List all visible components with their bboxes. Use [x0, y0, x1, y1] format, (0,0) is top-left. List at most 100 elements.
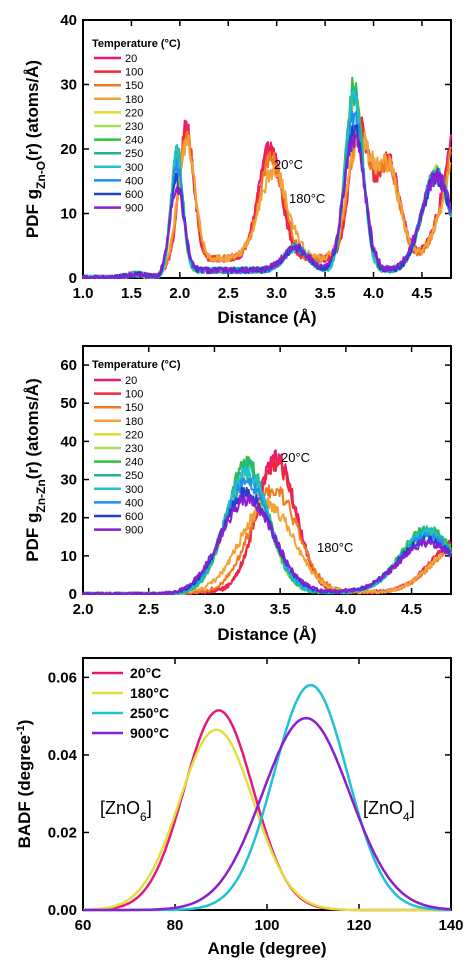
x-tick-label: 120: [346, 917, 371, 934]
series-line-900: [82, 133, 452, 279]
annotation-zno4-main: [ZnO: [363, 798, 403, 818]
y-tick-label: 20: [60, 141, 77, 158]
y-axis-title-tail: (r) (atoms/Å): [23, 60, 42, 161]
legend-label-300: 300: [125, 484, 143, 496]
legend-label-900: 900: [125, 525, 143, 537]
legend-label-220: 220: [125, 107, 143, 119]
annotation-zno6-subscript: 6: [140, 810, 147, 824]
legend-label-240: 240: [125, 135, 143, 147]
legend-label-600: 600: [125, 511, 143, 523]
series-line-180-c: [83, 728, 451, 912]
x-tick-label: 3.5: [270, 601, 291, 618]
legend-label-230: 230: [125, 121, 143, 133]
legend-title: Temperature (°C): [92, 38, 181, 50]
x-tick-label: 140: [438, 917, 463, 934]
y-tick-label: 10: [60, 548, 77, 565]
y-tick-label: 30: [60, 472, 77, 489]
x-tick-label: 4.0: [363, 285, 384, 302]
legend-label-100: 100: [125, 389, 143, 401]
annotation-180c: 180°C: [289, 191, 325, 206]
legend-label-180: 180: [125, 416, 143, 428]
legend-label-400: 400: [125, 497, 143, 509]
panel-badf: 60 80 100 120 140 0.00 0.02 0.04 0.06 Angle (de…: [15, 657, 464, 958]
pdf-series-lines: [82, 449, 452, 595]
legend-label-20: 20: [125, 375, 137, 387]
x-tick-labels: 2.0 2.5 3.0 3.5 4.0 4.5: [73, 601, 422, 618]
legend-label-20-c: 20°C: [130, 665, 161, 681]
plot-frame: [82, 345, 452, 595]
panel-zn-o-pdf: 1.0 1.5 2.0 2.5 3.0 3.5 4.0 4.5 0 10 20 30 40 Dista…: [23, 12, 452, 327]
y-tick-label: 0.06: [48, 669, 77, 686]
x-tick-label: 2.5: [138, 601, 159, 618]
x-tick-label: 3.0: [266, 285, 287, 302]
y-tick-label: 60: [60, 357, 77, 374]
annotation-20c: 20°C: [281, 450, 310, 465]
badf-series-lines: [83, 683, 452, 912]
legend-label-250-c: 250°C: [130, 705, 169, 721]
y-tick-label: 10: [60, 206, 77, 223]
legend-label-600: 600: [125, 189, 143, 201]
x-tick-label: 1.0: [73, 285, 94, 302]
y-tick-label: 20: [60, 510, 77, 527]
x-tick-label: 80: [167, 917, 184, 934]
legend-label-180: 180: [125, 94, 143, 106]
legend-label-250: 250: [125, 470, 143, 482]
y-axis-title-tail: ): [15, 720, 34, 726]
x-tick-label: 4.5: [412, 285, 433, 302]
legend-label-230: 230: [125, 443, 143, 455]
y-tick-label: 0: [69, 270, 77, 287]
pdf-series-lines: [82, 76, 452, 279]
panel-zn-zn-pdf: 2.0 2.5 3.0 3.5 4.0 4.5 0 10 20 30 40 50 60 Distanc…: [23, 345, 452, 644]
legend-label-900: 900: [125, 203, 143, 215]
y-tick-label: 50: [60, 395, 77, 412]
annotation-zno6: [ZnO6]: [100, 798, 152, 824]
annotation-180c: 180°C: [317, 540, 353, 555]
y-tick-label: 40: [60, 433, 77, 450]
series-line-900-c: [83, 716, 452, 912]
y-axis-title-tail: (r) (atoms/Å): [23, 378, 42, 479]
y-axis-title-main: PDF g: [23, 513, 42, 562]
x-tick-label: 60: [75, 917, 92, 934]
legend-title: Temperature (°C): [92, 359, 181, 371]
x-tick-label: 2.0: [169, 285, 190, 302]
x-tick-label: 2.5: [218, 285, 239, 302]
legend-label-180-c: 180°C: [130, 685, 169, 701]
axis-ticks: [82, 658, 452, 911]
x-tick-label: 1.5: [121, 285, 142, 302]
x-tick-label: 2.0: [73, 601, 94, 618]
x-tick-labels: 60 80 100 120 140: [75, 917, 464, 934]
annotation-zno4-tail: ]: [410, 798, 415, 818]
legend-label-250: 250: [125, 148, 143, 160]
y-axis-title-superscript: -1: [15, 725, 27, 735]
y-tick-label: 0.02: [48, 824, 77, 841]
legend-label-150: 150: [125, 402, 143, 414]
legend-label-240: 240: [125, 457, 143, 469]
y-tick-label: 0: [69, 586, 77, 603]
y-tick-labels: 0 10 20 30 40: [60, 12, 77, 287]
annotation-zno4-subscript: 4: [403, 810, 410, 824]
y-axis-title-main: BADF (degree: [15, 735, 34, 848]
legend-label-400: 400: [125, 175, 143, 187]
x-tick-label: 4.0: [335, 601, 356, 618]
series-line-900: [82, 492, 452, 595]
x-axis-title: Angle (degree): [207, 939, 326, 958]
y-axis-title: PDF gZn-O(r) (atoms/Å): [23, 60, 48, 238]
x-tick-label: 3.0: [204, 601, 225, 618]
x-tick-label: 3.5: [315, 285, 336, 302]
legend-label-900-c: 900°C: [130, 725, 169, 741]
x-tick-labels: 1.0 1.5 2.0 2.5 3.0 3.5 4.0 4.5: [73, 285, 433, 302]
y-tick-labels: 0.00 0.02 0.04 0.06: [48, 669, 78, 919]
y-axis-title: PDF gZn-Zn(r) (atoms/Å): [23, 378, 48, 562]
legend-label-100: 100: [125, 67, 143, 79]
y-tick-label: 0.04: [48, 747, 78, 764]
x-axis-title: Distance (Å): [217, 625, 316, 644]
annotation-zno6-tail: ]: [147, 798, 152, 818]
y-axis-title-subscript: Zn-Zn: [34, 479, 48, 512]
y-axis-title-subscript: Zn-O: [34, 161, 48, 189]
legend-label-220: 220: [125, 429, 143, 441]
y-tick-label: 30: [60, 77, 77, 94]
y-tick-labels: 0 10 20 30 40 50 60: [60, 357, 77, 603]
